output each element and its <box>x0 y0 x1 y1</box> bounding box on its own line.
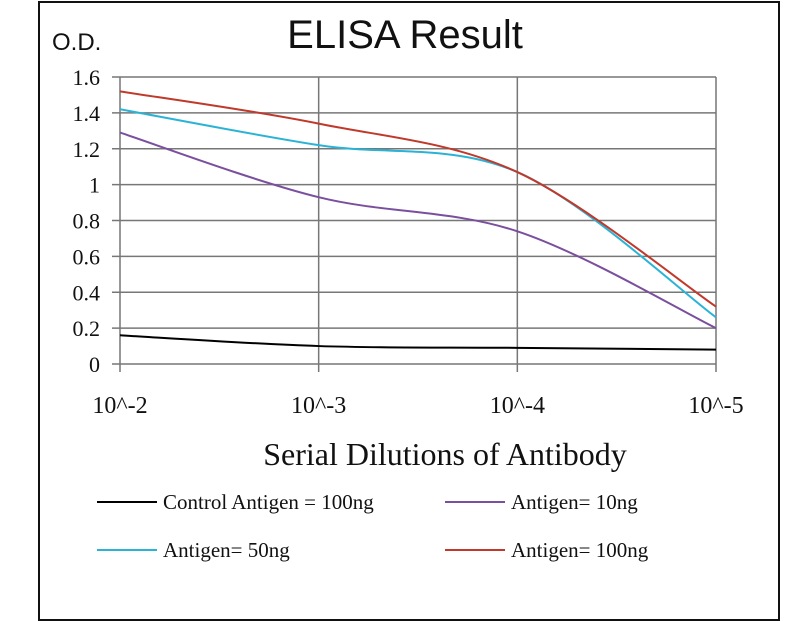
x-tick-label: 10^-2 <box>92 393 147 419</box>
y-tick-label: 1.6 <box>73 65 101 90</box>
y-tick-label: 0.8 <box>73 209 101 234</box>
y-tick-label: 0.2 <box>73 316 101 341</box>
y-tick-label: 0.4 <box>73 280 101 305</box>
y-tick-label: 0.6 <box>73 244 101 269</box>
grid <box>112 76 717 372</box>
series-line-1 <box>119 131 717 330</box>
legend: Control Antigen = 100ng Antigen= 10ng Anti… <box>97 490 649 562</box>
y-axis-label: O.D. <box>52 29 101 56</box>
elisa-chart: ELISA Result O.D. Serial Dilutions of An… <box>52 13 744 562</box>
series-line-2 <box>119 108 717 319</box>
chart-frame <box>38 1 780 621</box>
legend-label: Antigen= 100ng <box>511 538 649 562</box>
series-group <box>119 90 717 351</box>
legend-label: Antigen= 10ng <box>511 490 638 514</box>
series-line-3 <box>119 90 717 308</box>
y-tick-label: 1 <box>89 173 100 198</box>
y-tick-label: 0 <box>89 352 100 377</box>
tick-labels: 0 0.2 0.4 0.6 0.8 1 1.2 1.4 1.6 10^-2 10^-3 10^-4 10… <box>73 65 744 419</box>
y-tick-label: 1.4 <box>73 101 101 126</box>
series-line-0 <box>119 334 717 351</box>
x-tick-label: 10^-3 <box>291 393 346 419</box>
y-tick-label: 1.2 <box>73 137 101 162</box>
legend-label: Control Antigen = 100ng <box>163 490 374 514</box>
x-axis-label: Serial Dilutions of Antibody <box>263 436 627 472</box>
x-tick-label: 10^-5 <box>688 393 743 419</box>
legend-label: Antigen= 50ng <box>163 538 290 562</box>
x-tick-label: 10^-4 <box>490 393 545 419</box>
chart-title: ELISA Result <box>287 13 523 57</box>
